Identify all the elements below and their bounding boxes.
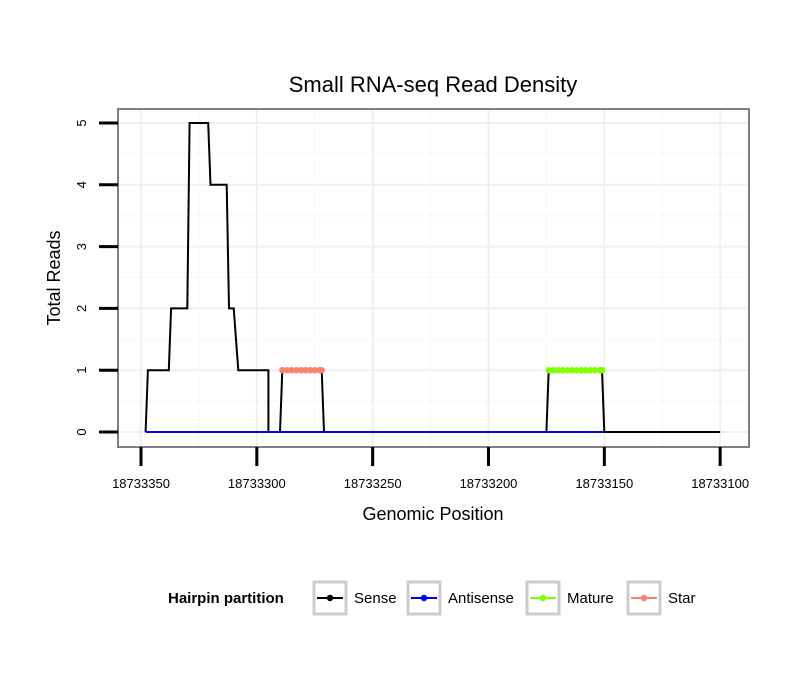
x-axis: 18733350 18733300 18733250 18733200 18733150… [112,447,749,491]
data-point-mature [598,367,606,374]
data-point-mature [545,367,552,374]
legend-key-dot [420,594,428,602]
data-point-star [297,367,305,374]
data-point-star [279,367,286,374]
data-point-mature [577,367,585,374]
data-point-mature [564,367,571,374]
data-point-star [288,367,295,374]
series-line-sense [144,122,721,433]
legend-label-mature: Mature [567,590,614,607]
data-point-mature [587,367,594,374]
y-axis: 0 1 2 3 4 5 [74,119,118,436]
x-axis-label: Genomic Position [362,504,503,524]
data-point-mature [554,367,562,374]
x-tick-label: 18733150 [575,476,633,491]
plot-border [117,108,750,448]
y-tick-label: 1 [74,367,89,374]
y-axis-label: Total Reads [44,230,64,325]
x-tick-label: 18733100 [691,476,749,491]
legend: Hairpin partition Sense Antisense Mature St… [168,580,696,616]
legend-label-sense: Sense [354,590,397,607]
data-point-mature [591,367,599,374]
x-tick-label: 18733200 [460,476,518,491]
data-point-star [302,367,309,374]
y-tick-label: 4 [74,181,89,188]
legend-key-dot [326,594,334,602]
y-tick-label: 5 [74,119,89,126]
legend-key-dot [640,594,648,602]
data-point-mature [582,367,589,374]
y-tick-label: 0 [74,428,89,435]
data-point-star [283,367,291,374]
x-tick-label: 18733250 [344,476,402,491]
data-point-star [311,367,318,374]
data-point-star [318,367,325,374]
y-tick-label: 2 [74,305,89,312]
legend-label-star: Star [668,590,696,607]
grid-lines [118,109,749,447]
legend-label-antisense: Antisense [448,590,514,607]
series-layer [144,122,721,433]
legend-key-dot [539,594,547,602]
y-tick-label: 3 [74,243,89,250]
x-tick-label: 18733350 [112,476,170,491]
legend-title: Hairpin partition [168,590,284,607]
data-point-mature [559,367,566,374]
data-point-mature [550,367,557,374]
data-point-mature [568,367,576,374]
data-point-mature [573,367,580,374]
x-tick-label: 18733300 [228,476,286,491]
chart-title: Small RNA-seq Read Density [289,72,578,97]
data-point-star [306,367,314,374]
data-point-star [293,367,300,374]
